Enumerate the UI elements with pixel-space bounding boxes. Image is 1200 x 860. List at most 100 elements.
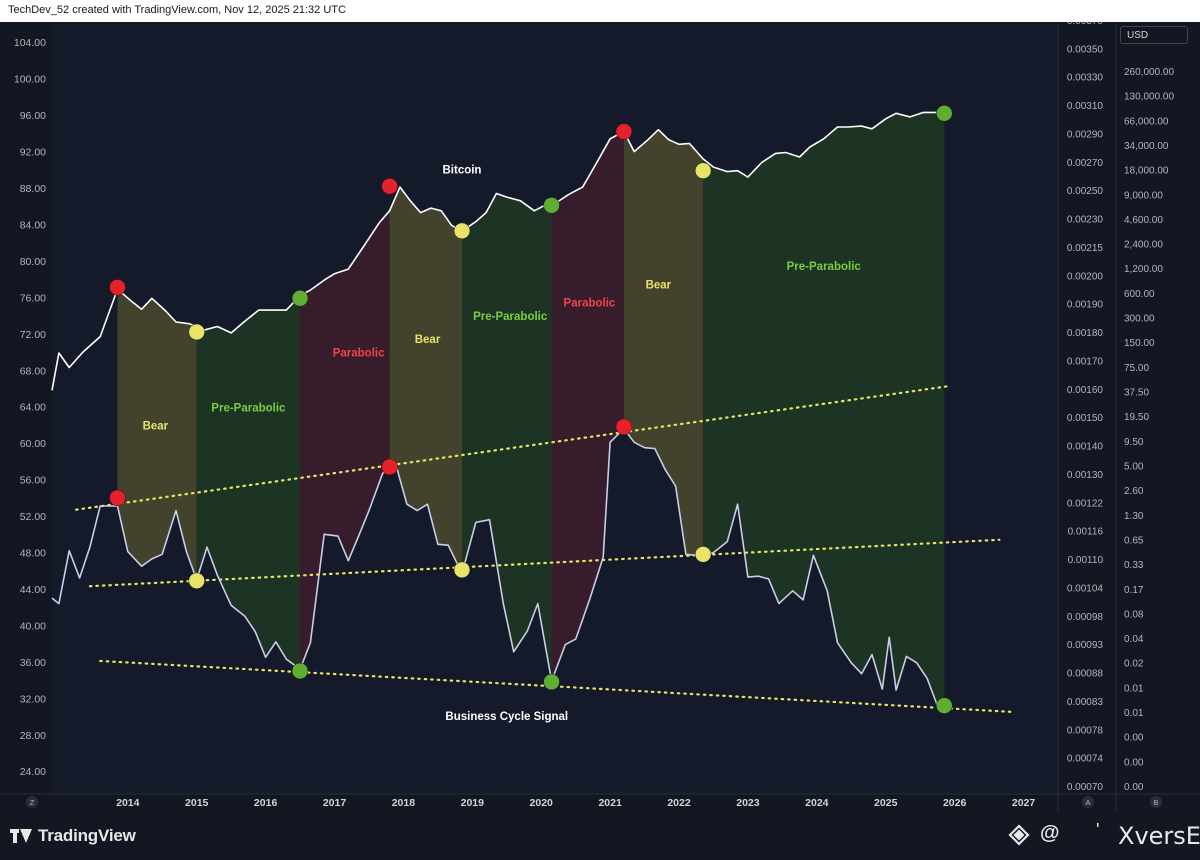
mid-axis-tick: 0.00170 bbox=[1067, 356, 1104, 367]
right-axis-tick: 0.01 bbox=[1124, 708, 1144, 719]
header-text: TechDev_52 created with TradingView.com,… bbox=[8, 4, 346, 16]
right-axis-tick: 4,600.00 bbox=[1124, 215, 1163, 226]
axis-button-auto-bg bbox=[1082, 796, 1094, 808]
mid-axis-tick: 0.00330 bbox=[1067, 73, 1104, 84]
mid-axis-tick: 0.00110 bbox=[1068, 555, 1104, 566]
right-axis-tick: 0.00 bbox=[1124, 757, 1144, 768]
x-axis-tick: 2022 bbox=[667, 797, 691, 809]
x-axis-tick: 2020 bbox=[530, 797, 554, 809]
phase-label: Bear bbox=[646, 279, 672, 291]
right-axis-tick: 0.04 bbox=[1124, 634, 1144, 645]
yellow-marker bbox=[694, 162, 712, 179]
yellow-marker bbox=[188, 572, 205, 590]
mid-axis-tick: 0.00230 bbox=[1067, 215, 1104, 226]
right-axis-tick: 19.50 bbox=[1124, 412, 1149, 423]
phase-label: Bear bbox=[415, 334, 441, 346]
yellow-marker bbox=[453, 561, 471, 579]
chart: 104.00 100.00 96.00 92.00 88.00 84.00 80.00 76.… bbox=[0, 22, 1200, 812]
mid-axis-tick: 0.00190 bbox=[1067, 300, 1104, 311]
left-axis-tick: 60.00 bbox=[20, 438, 46, 450]
right-axis-tick: 260,000.00 bbox=[1124, 67, 1174, 78]
green-marker bbox=[543, 673, 560, 691]
green-marker bbox=[936, 697, 953, 714]
green-marker bbox=[291, 662, 309, 680]
mid-axis-tick: 0.00150 bbox=[1067, 413, 1104, 424]
right-axis-tick: 34,000.00 bbox=[1124, 141, 1169, 152]
right-axis-tick: 130,000.00 bbox=[1124, 92, 1174, 103]
currency-button[interactable]: USD bbox=[1120, 26, 1188, 44]
right-axis-tick: 0.00 bbox=[1124, 733, 1144, 744]
phase-label: Pre-Parabolic bbox=[787, 261, 862, 273]
tradingview-brand: TradingView bbox=[38, 826, 136, 845]
mid-axis-tick: 0.00180 bbox=[1067, 328, 1104, 339]
phase-label: Pre-Parabolic bbox=[211, 402, 286, 414]
right-axis-tick: 300.00 bbox=[1124, 314, 1155, 325]
right-axis-tick: 66,000.00 bbox=[1124, 116, 1169, 127]
mid-axis-tick: 0.00098 bbox=[1067, 612, 1104, 623]
axis-button-log: Z bbox=[30, 798, 35, 807]
tradingview-icon bbox=[10, 829, 32, 843]
right-axis-tick: 0.08 bbox=[1124, 609, 1144, 620]
watermark-at: @ bbox=[1040, 822, 1060, 844]
phase-label: Bear bbox=[143, 421, 169, 433]
watermark-name: XversE bbox=[1118, 822, 1200, 850]
trendline bbox=[88, 538, 1001, 588]
right-axis-tick: 2,400.00 bbox=[1124, 240, 1163, 251]
x-axis-tick: 2016 bbox=[254, 797, 278, 809]
right-axis-tick: 9,000.00 bbox=[1124, 190, 1163, 201]
mid-axis-tick: 0.00074 bbox=[1067, 754, 1104, 765]
diamond-logo-icon bbox=[1008, 824, 1030, 846]
left-axis-tick: 48.00 bbox=[20, 548, 46, 560]
x-axis-tick: 2015 bbox=[185, 797, 209, 809]
right-axis-tick: 0.02 bbox=[1124, 659, 1144, 670]
phase-label: Pre-Parabolic bbox=[473, 311, 548, 323]
mid-axis-tick: 0.00160 bbox=[1067, 385, 1104, 396]
tradingview-logo[interactable]: TradingView bbox=[10, 826, 136, 846]
mid-axis-tick: 0.00215 bbox=[1067, 243, 1104, 254]
bitcoin-line bbox=[51, 111, 945, 391]
phase-label: Parabolic bbox=[564, 297, 616, 309]
left-axis-tick: 84.00 bbox=[20, 219, 46, 231]
axis-button-b-bg bbox=[1150, 796, 1162, 808]
right-axis-tick: 37.50 bbox=[1124, 388, 1149, 399]
left-axis-tick: 52.00 bbox=[20, 511, 46, 523]
trendline bbox=[75, 384, 953, 511]
left-axis-tick: 96.00 bbox=[20, 110, 46, 122]
right-axis-tick: 5.00 bbox=[1124, 461, 1144, 472]
yellow-marker bbox=[453, 222, 471, 240]
left-axis-tick: 44.00 bbox=[20, 584, 46, 596]
left-axis-tick: 28.00 bbox=[20, 730, 46, 742]
green-marker bbox=[543, 197, 560, 214]
mid-axis-tick: 0.00122 bbox=[1067, 498, 1104, 509]
mid-axis-tick: 0.00270 bbox=[1067, 158, 1104, 169]
x-axis-tick: 2021 bbox=[598, 797, 622, 809]
right-axis-tick: 9.50 bbox=[1124, 437, 1144, 448]
left-axis-tick: 72.00 bbox=[20, 329, 46, 341]
green-marker bbox=[291, 290, 309, 307]
left-axis-tick: 32.00 bbox=[20, 693, 46, 705]
red-marker bbox=[381, 177, 398, 195]
mid-axis-tick: 0.00104 bbox=[1067, 583, 1104, 594]
pre-parabolic-band bbox=[196, 295, 301, 670]
right-axis-tick: 2.60 bbox=[1124, 486, 1144, 497]
pre-parabolic-band bbox=[703, 112, 945, 706]
chart-annotation: Business Cycle Signal bbox=[445, 711, 568, 723]
left-axis-tick: 40.00 bbox=[20, 620, 46, 632]
x-axis-tick: 2023 bbox=[736, 797, 760, 809]
axis-button-auto: A bbox=[1085, 798, 1090, 807]
x-axis-tick: 2018 bbox=[392, 797, 416, 809]
mid-axis-tick: 0.00116 bbox=[1068, 527, 1104, 538]
chart-annotation: Bitcoin bbox=[442, 164, 481, 176]
right-axis-tick: 150.00 bbox=[1124, 338, 1155, 349]
mid-axis-tick: 0.00250 bbox=[1067, 186, 1104, 197]
left-axis-tick: 88.00 bbox=[20, 183, 46, 195]
left-axis-tick: 68.00 bbox=[20, 365, 46, 377]
bear-band bbox=[117, 289, 197, 580]
mid-axis-tick: 0.00370 bbox=[1067, 22, 1104, 27]
yellow-marker bbox=[694, 546, 712, 563]
mid-axis-tick: 0.00093 bbox=[1067, 640, 1104, 651]
yellow-marker bbox=[188, 323, 205, 341]
left-axis-tick: 104.00 bbox=[14, 37, 46, 49]
right-axis-tick: 600.00 bbox=[1124, 289, 1155, 300]
red-marker bbox=[615, 418, 633, 436]
